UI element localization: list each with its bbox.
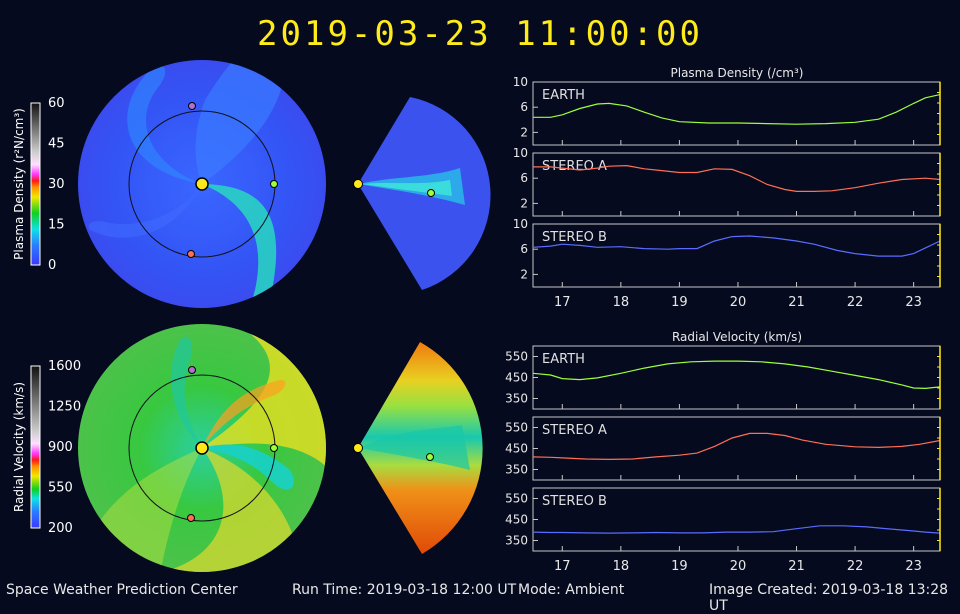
sun-marker-meridional: [353, 179, 363, 189]
density-colorbar-tick: 30: [48, 177, 65, 192]
density-colorbar-tick: 15: [48, 218, 65, 233]
velocity-series-label: STEREO B: [542, 494, 607, 509]
density-colorbar-tick: 60: [48, 96, 65, 111]
density-timeseries-title: Plasma Density (/cm³): [671, 66, 804, 80]
velocity-y-tick-label: 450: [505, 442, 528, 456]
density-y-tick-label: 2: [520, 196, 528, 210]
density-y-tick-label: 10: [513, 217, 528, 231]
density-y-tick-label: 10: [513, 146, 528, 160]
velocity-y-tick-label: 550: [505, 421, 528, 435]
density-x-tick-label: 17: [554, 295, 571, 310]
density-series-label: STEREO A: [542, 159, 607, 174]
footer-mode: Mode: Ambient: [518, 582, 625, 598]
velocity-meridional-wedge: [358, 342, 483, 554]
stereo-b-marker: [188, 102, 196, 110]
density-meridional-wedge: [358, 97, 491, 290]
density-colorbar-label: Plasma Density (r²N/cm³): [12, 108, 26, 260]
density-x-tick-label: 20: [730, 295, 747, 310]
velocity-y-tick-label: 450: [505, 513, 528, 527]
earth-marker: [270, 180, 278, 188]
sun-marker: [195, 177, 209, 191]
density-x-tick-label: 19: [671, 295, 688, 310]
density-series-label: EARTH: [542, 88, 585, 103]
velocity-y-tick-label: 350: [505, 463, 528, 477]
velocity-y-tick-label: 350: [505, 534, 528, 548]
velocity-series-label: EARTH: [542, 352, 585, 367]
velocity-x-tick-label: 22: [847, 559, 864, 574]
velocity-timeseries: 550 450 350 EARTH 550 450 350 STEREO A 550 450 350…: [505, 345, 941, 552]
stereo-a-marker-velocity: [187, 514, 195, 522]
density-timeseries: 10 6 2 EARTH 10 6 2 STEREO A 10 6 2 STEREO B: [513, 75, 941, 288]
velocity-series-line: [532, 360, 941, 390]
velocity-series-label: STEREO A: [542, 423, 607, 438]
footer-center-name: Space Weather Prediction Center: [6, 582, 238, 598]
density-series-line: [533, 164, 941, 192]
velocity-timeseries-title: Radial Velocity (km/s): [672, 330, 802, 344]
density-y-tick-label: 10: [513, 75, 528, 89]
density-heliosphere-disk: [78, 60, 326, 308]
density-series-label: STEREO B: [542, 230, 607, 245]
earth-marker-velocity: [270, 444, 278, 452]
density-colorbar-gradient: [30, 102, 41, 266]
velocity-x-tick-label: 17: [554, 559, 571, 574]
velocity-x-tick-label: 19: [671, 559, 688, 574]
density-x-tick-label: 22: [847, 295, 864, 310]
velocity-colorbar-label: Radial Velocity (km/s): [12, 382, 26, 512]
velocity-colorbar-tick: 550: [48, 481, 73, 496]
density-x-tick-label: 21: [788, 295, 805, 310]
velocity-series-line: [532, 525, 941, 534]
velocity-panel-frame: [532, 345, 941, 410]
density-y-tick-label: 2: [520, 267, 528, 281]
velocity-colorbar-tick: 900: [48, 440, 73, 455]
velocity-colorbar-tick: 1250: [48, 400, 81, 415]
velocity-y-tick-label: 550: [505, 492, 528, 506]
density-colorbar-tick: 0: [48, 258, 56, 273]
velocity-y-tick-label: 550: [505, 350, 528, 364]
earth-marker-meridional: [427, 189, 435, 197]
velocity-x-tick-label: 21: [788, 559, 805, 574]
density-colorbar-tick: 45: [48, 137, 65, 152]
footer-image-created: Image Created: 2019-03-18 13:28 UT: [709, 582, 949, 614]
density-series-line: [533, 94, 941, 125]
velocity-x-tick-label: 23: [905, 559, 922, 574]
density-y-tick-label: 6: [520, 242, 528, 256]
footer-run-time: Run Time: 2019-03-18 12:00 UT: [292, 582, 517, 598]
density-colorbar: 60 45 30 15 0: [30, 96, 65, 273]
velocity-x-axis: 17 18 19 20 21 22 23: [554, 559, 922, 574]
velocity-colorbar-gradient: [30, 365, 41, 529]
velocity-y-tick-label: 450: [505, 371, 528, 385]
density-y-tick-label: 2: [520, 125, 528, 139]
sun-marker-meridional-velocity: [353, 443, 363, 453]
stereo-a-marker: [187, 250, 195, 258]
density-x-tick-label: 18: [613, 295, 630, 310]
density-series-line: [532, 235, 941, 257]
density-x-axis: 17 18 19 20 21 22 23: [554, 295, 922, 310]
earth-marker-meridional-velocity: [426, 453, 434, 461]
velocity-colorbar-tick: 1600: [48, 359, 81, 374]
velocity-y-tick-label: 350: [505, 392, 528, 406]
velocity-x-tick-label: 20: [730, 559, 747, 574]
velocity-colorbar: 1600 1250 900 550 200: [30, 359, 81, 536]
velocity-colorbar-tick: 200: [48, 521, 73, 536]
velocity-series-line: [532, 432, 941, 461]
stereo-b-marker-velocity: [188, 366, 196, 374]
density-y-tick-label: 6: [520, 100, 528, 114]
velocity-x-tick-label: 18: [613, 559, 630, 574]
density-y-tick-label: 6: [520, 171, 528, 185]
sun-marker-velocity: [195, 441, 209, 455]
density-panel-frame: [532, 81, 941, 146]
density-x-tick-label: 23: [905, 295, 922, 310]
timestamp-title: 2019-03-23 11:00:00: [257, 14, 703, 54]
